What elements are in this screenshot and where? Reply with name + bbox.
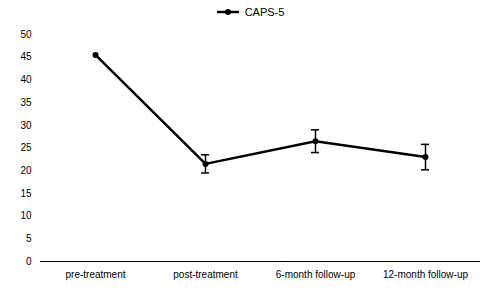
- html-text:CAPS-5: CAPS-5: [244, 6, 285, 18]
- svg-text:45: 45: [20, 51, 32, 62]
- svg-text:40: 40: [20, 74, 32, 85]
- svg-text:5: 5: [26, 233, 32, 244]
- svg-text:35: 35: [20, 97, 32, 108]
- svg-text:12-month follow-up: 12-month follow-up: [383, 269, 468, 280]
- svg-text:15: 15: [20, 188, 32, 199]
- svg-text:6-month follow-up: 6-month follow-up: [276, 269, 356, 280]
- svg-text:0: 0: [26, 256, 32, 267]
- svg-text:20: 20: [20, 165, 32, 176]
- svg-text:50: 50: [20, 29, 32, 40]
- svg-text:post-treatment: post-treatment: [173, 269, 238, 280]
- svg-text:25: 25: [20, 142, 32, 153]
- svg-text:pre-treatment: pre-treatment: [65, 269, 125, 280]
- svg-text:30: 30: [20, 120, 32, 131]
- svg-text:10: 10: [20, 210, 32, 221]
